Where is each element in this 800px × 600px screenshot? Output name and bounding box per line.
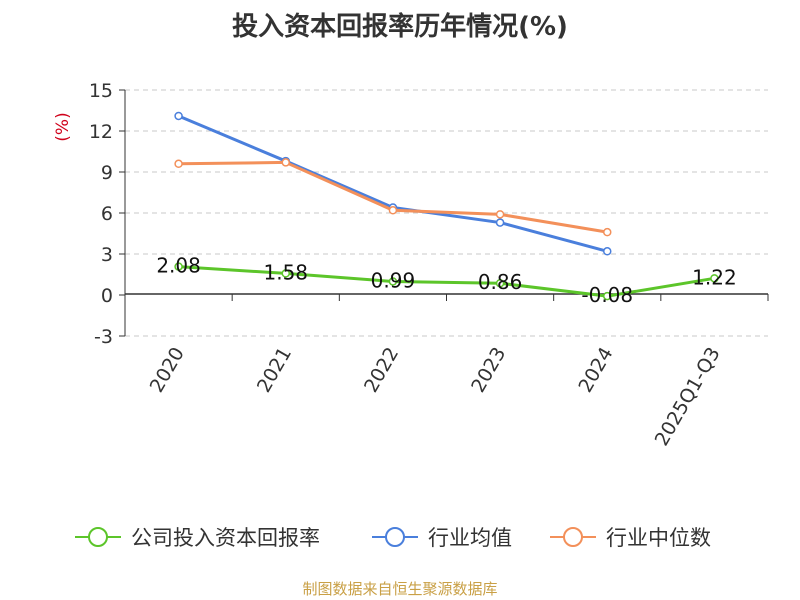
x-tick-label: 2022: [360, 344, 403, 397]
y-tick-label: 15: [89, 80, 113, 102]
x-tick-label: 2025Q1-Q3: [651, 344, 725, 450]
source-note: 制图数据来自恒生聚源数据库: [302, 580, 498, 598]
legend-marker: [563, 527, 583, 547]
data-point: [174, 111, 183, 121]
data-point: [603, 227, 612, 237]
data-label: -0.08: [581, 283, 633, 307]
data-point: [281, 269, 290, 278]
y-tick-label: -3: [94, 326, 113, 348]
series-line: [178, 160, 608, 234]
data-point: [174, 262, 183, 271]
legend-label: 行业中位数: [606, 526, 711, 550]
legend-marker: [88, 527, 108, 547]
data-point: [495, 210, 505, 219]
data-point: [495, 278, 505, 288]
series-line: [178, 265, 715, 298]
data-point: [603, 247, 612, 256]
data-point: [388, 277, 398, 286]
legend-marker: [385, 527, 405, 547]
data-label: 0.86: [478, 270, 523, 294]
x-tick-label: 2023: [467, 344, 510, 397]
y-tick-label: 12: [89, 121, 113, 143]
x-tick-label: 2021: [253, 344, 296, 397]
data-point: [603, 291, 612, 301]
data-point: [281, 158, 290, 167]
legend-label: 公司投入资本回报率: [131, 526, 320, 550]
y-tick-label: 3: [101, 244, 113, 266]
x-tick-label: 2020: [146, 344, 189, 397]
y-tick-label: 6: [101, 203, 113, 225]
data-point: [710, 274, 719, 283]
data-point: [495, 218, 505, 227]
y-axis-label: (%): [53, 112, 73, 141]
data-point: [174, 159, 183, 169]
x-tick-label: 2024: [574, 344, 617, 397]
chart-title: 投入资本回报率历年情况(%): [232, 12, 568, 42]
y-tick-label: 9: [101, 162, 113, 184]
series-line: [178, 114, 608, 253]
legend-label: 行业均值: [428, 526, 512, 550]
data-point: [388, 206, 398, 215]
data-label: 1.22: [692, 265, 737, 289]
data-label: 1.58: [263, 260, 308, 284]
y-tick-label: 0: [101, 285, 113, 307]
data-label: 2.08: [156, 254, 201, 278]
data-label: 0.99: [371, 268, 416, 292]
